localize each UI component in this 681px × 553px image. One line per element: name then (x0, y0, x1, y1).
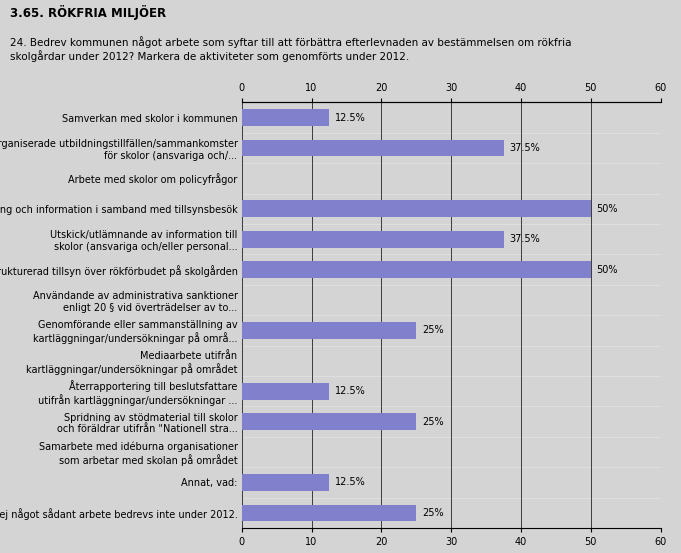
Text: 25%: 25% (422, 508, 443, 518)
Bar (242, 261, 590, 278)
Text: 50%: 50% (597, 204, 618, 214)
Bar (242, 200, 590, 217)
Text: 24. Bedrev kommunen något arbete som syftar till att förbättra efterlevnaden av : 24. Bedrev kommunen något arbete som syf… (10, 36, 572, 61)
Text: 25%: 25% (422, 416, 443, 427)
Text: 50%: 50% (597, 264, 618, 275)
Text: 25%: 25% (422, 325, 443, 336)
Bar (242, 322, 416, 339)
Bar (242, 231, 503, 248)
Text: 12.5%: 12.5% (334, 112, 365, 123)
Bar (242, 504, 416, 521)
Bar (242, 413, 416, 430)
Bar (242, 109, 329, 126)
Bar (242, 139, 503, 156)
Text: 12.5%: 12.5% (334, 386, 365, 397)
Bar (242, 383, 329, 400)
Bar (242, 474, 329, 491)
Text: 12.5%: 12.5% (334, 477, 365, 488)
Text: 3.65. RÖKFRIA MILJÖER: 3.65. RÖKFRIA MILJÖER (10, 5, 166, 20)
Text: 37.5%: 37.5% (509, 234, 540, 244)
Text: 37.5%: 37.5% (509, 143, 540, 153)
